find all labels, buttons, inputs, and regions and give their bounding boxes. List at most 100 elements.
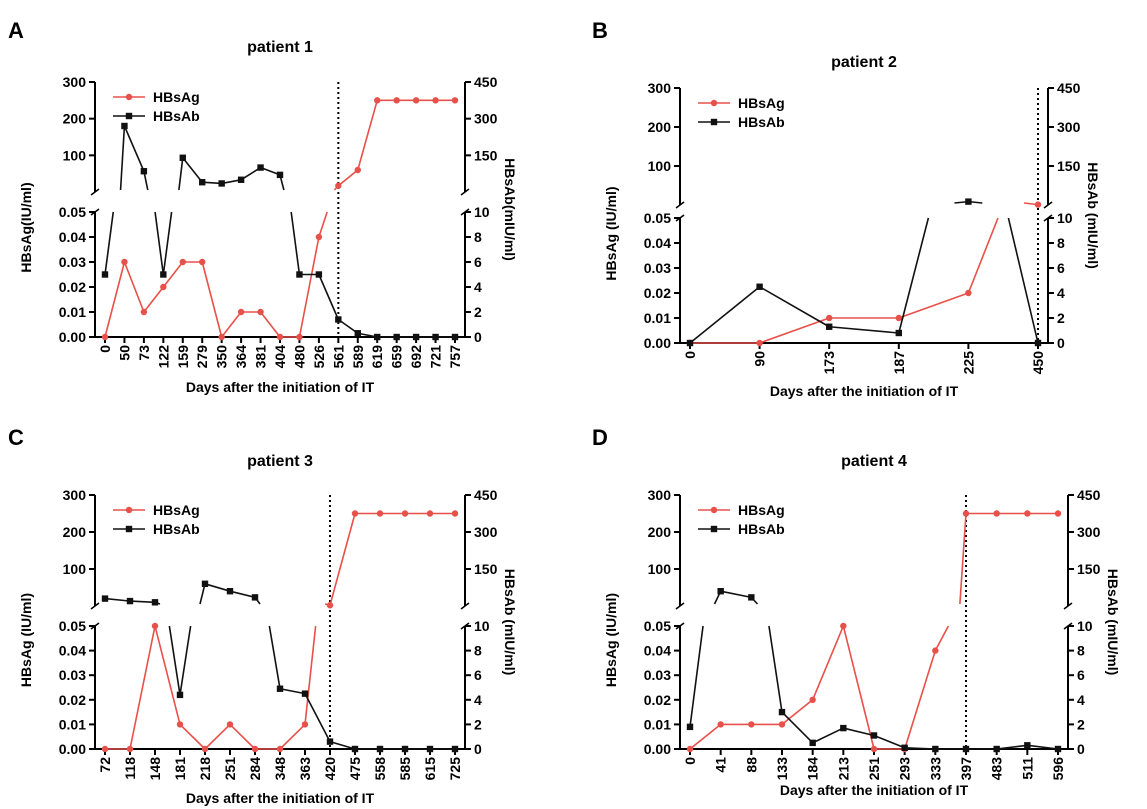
right-break-mark	[1063, 602, 1073, 610]
data-point-hbsab	[993, 745, 1000, 753]
x-tick-label: 480	[291, 345, 307, 369]
right-tick-label: 8	[1057, 235, 1065, 251]
series-segment	[202, 181, 222, 185]
series-segment	[759, 317, 830, 344]
left-break-mark	[90, 602, 100, 610]
data-point-hbsag	[354, 166, 361, 174]
x-axis-label: Days after the initiation of IT	[780, 782, 969, 798]
data-point-hbsag	[257, 308, 264, 316]
data-point-hbsab	[1034, 339, 1042, 347]
data-point-hbsab	[393, 333, 400, 341]
right-tick-label: 150	[1077, 561, 1101, 577]
data-point-hbsab	[412, 333, 420, 341]
legend-marker	[710, 118, 718, 126]
data-point-hbsag	[432, 97, 439, 104]
data-point-hbsag	[717, 721, 724, 728]
data-point-hbsag	[199, 258, 206, 266]
data-point-hbsag	[101, 745, 109, 753]
series-segment	[357, 100, 378, 171]
data-point-hbsag	[1054, 510, 1062, 517]
left-tick-label: 0.05	[644, 618, 671, 634]
data-point-hbsab	[426, 745, 434, 753]
data-point-hbsag	[826, 314, 833, 322]
data-point-hbsab	[354, 330, 361, 337]
data-point-hbsag	[932, 647, 939, 654]
legend-marker	[710, 99, 718, 107]
x-tick-label: 133	[774, 757, 790, 781]
data-point-hbsab	[376, 745, 384, 753]
series-segment	[304, 693, 331, 742]
data-point-hbsag	[376, 510, 384, 517]
x-tick-label: 511	[1019, 757, 1035, 780]
data-point-hbsab	[826, 323, 833, 330]
panel-letter: D	[592, 425, 608, 450]
x-tick-label: 475	[347, 757, 363, 781]
x-tick-label: 450	[1030, 351, 1046, 375]
x-tick-label: 279	[194, 345, 210, 369]
data-point-hbsag	[126, 745, 134, 753]
left-tick-label: 100	[648, 158, 672, 174]
left-tick-label: 0.00	[644, 741, 671, 757]
right-tick-label: 450	[474, 487, 498, 503]
left-tick-label: 0.00	[59, 741, 86, 757]
data-point-hbsab	[686, 723, 694, 731]
data-point-hbsag	[412, 97, 420, 104]
data-point-hbsag	[179, 258, 186, 266]
series-segment	[182, 157, 203, 183]
x-tick-label: 404	[272, 345, 288, 369]
x-tick-label: 483	[989, 757, 1005, 781]
data-point-hbsag	[451, 97, 459, 104]
data-point-hbsab	[1054, 745, 1062, 753]
x-tick-label: 251	[222, 757, 238, 781]
series-segment	[178, 157, 184, 191]
x-tick-label: 420	[322, 757, 338, 781]
series-segment	[318, 211, 328, 238]
series-segment	[221, 178, 242, 185]
left-tick-label: 200	[648, 524, 672, 540]
x-tick-label: 213	[835, 757, 851, 781]
series-segment	[168, 625, 181, 696]
series-segment	[154, 625, 181, 725]
legend-item: HBsAg	[698, 502, 785, 518]
legend-label: HBsAb	[153, 521, 200, 537]
series-hbsab	[101, 580, 459, 753]
data-point-hbsag	[121, 258, 128, 266]
data-point-hbsab	[126, 597, 134, 605]
chart-title: patient 3	[247, 453, 313, 470]
x-tick-label: 0	[682, 757, 698, 765]
left-tick-label: 100	[648, 561, 672, 577]
left-tick-label: 300	[63, 74, 87, 90]
legend-label: HBsAb	[738, 521, 785, 537]
x-tick-label: 558	[372, 757, 388, 781]
series-hbsag	[686, 201, 1042, 347]
series-hbsab	[686, 588, 1062, 753]
right-tick-label: 300	[474, 524, 498, 540]
right-tick-label: 10	[474, 618, 490, 634]
x-tick-label: 397	[958, 757, 974, 781]
right-tick-label: 8	[474, 229, 482, 245]
x-tick-label: 0	[682, 351, 698, 359]
right-tick-label: 4	[474, 692, 482, 708]
right-tick-label: 450	[1077, 487, 1101, 503]
legend-label: HBsAg	[153, 502, 200, 518]
series-segment	[123, 125, 145, 172]
right-tick-label: 10	[1057, 210, 1073, 226]
series-segment	[812, 727, 844, 744]
data-point-hbsag	[965, 289, 972, 297]
data-point-hbsab	[276, 171, 284, 179]
data-point-hbsag	[315, 233, 323, 241]
left-tick-label: 0.03	[644, 667, 671, 683]
right-tick-label: 150	[1057, 158, 1081, 174]
legend-marker	[125, 506, 133, 514]
y-axis-label-right: HBsAb (mIU/ml)	[502, 569, 518, 676]
data-point-hbsag	[374, 97, 381, 104]
x-tick-label: 184	[805, 757, 821, 781]
right-tick-label: 0	[474, 329, 482, 345]
x-tick-label: 348	[272, 757, 288, 781]
x-tick-label: 118	[122, 757, 138, 780]
data-point-hbsab	[901, 744, 908, 751]
data-point-hbsab	[965, 198, 972, 205]
right-tick-label: 450	[1057, 80, 1081, 96]
